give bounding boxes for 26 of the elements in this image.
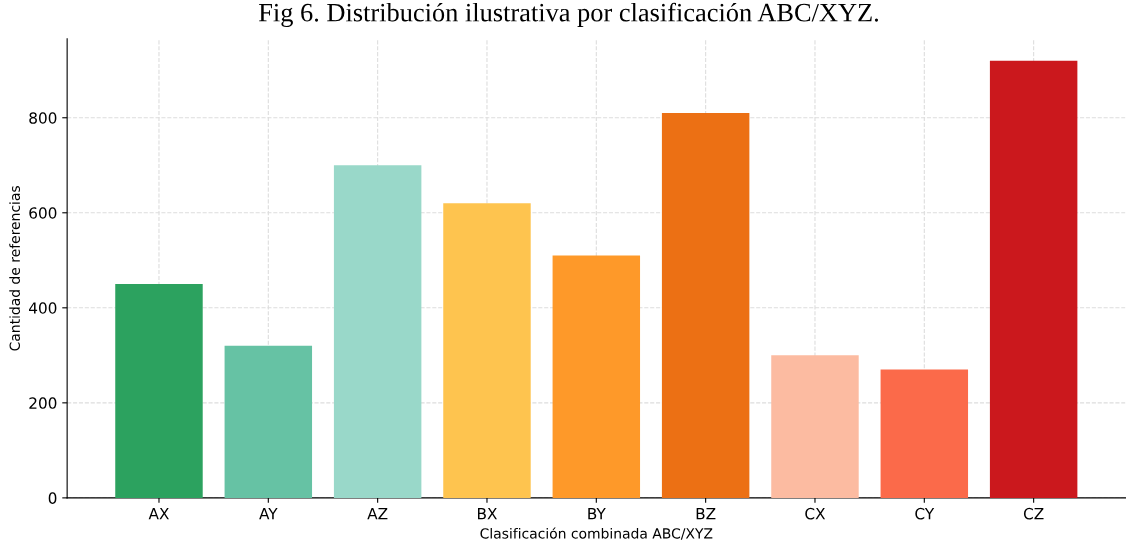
bar (771, 355, 859, 498)
x-tick-label: CX (805, 507, 826, 520)
chart-title: Fig 6. Distribución ilustrativa por clasificación ABC/XYZ. (258, 2, 879, 27)
x-tick-label: BY (588, 508, 606, 520)
x-tick-label: CZ (1023, 507, 1044, 520)
bar (552, 255, 641, 498)
y-tick-label: 200 (29, 397, 57, 409)
x-tick-label: AY (259, 508, 278, 520)
y-tick-label: 800 (29, 112, 57, 124)
bar (115, 284, 203, 498)
x-tick-label: AX (148, 508, 169, 520)
y-tick-label: 0 (48, 492, 57, 504)
x-tick-label: BZ (696, 508, 716, 520)
bar (333, 165, 422, 498)
x-tick-label: AZ (367, 508, 388, 520)
bar (443, 203, 531, 498)
y-tick-label: 400 (29, 302, 57, 314)
bar (880, 369, 969, 498)
bar (661, 113, 750, 498)
bar (989, 60, 1078, 498)
bar (224, 345, 313, 498)
x-tick-label: BX (478, 508, 497, 520)
x-axis-title: Clasificación combinada ABC/XYZ (480, 527, 713, 540)
x-tick-label: CY (915, 507, 935, 520)
y-axis-title: Cantidad de referencias (9, 186, 21, 351)
y-tick-label: 600 (29, 207, 57, 219)
